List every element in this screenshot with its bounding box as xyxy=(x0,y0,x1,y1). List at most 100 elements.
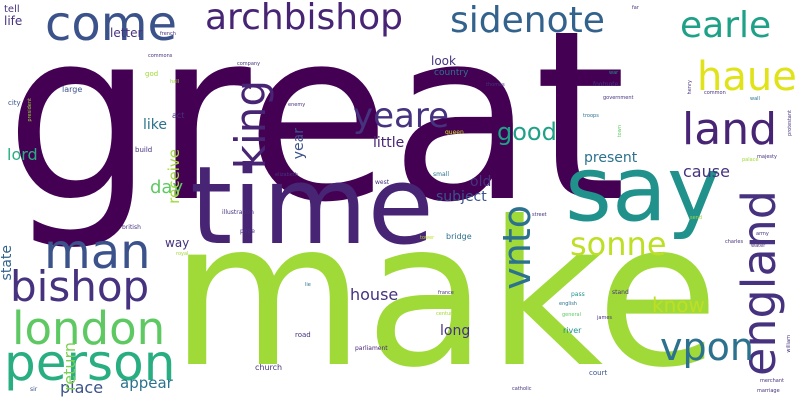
word-government: government xyxy=(603,95,634,101)
word-like: like xyxy=(143,117,168,133)
word-say: say xyxy=(565,137,721,242)
word-elizabeth: elizabeth xyxy=(275,172,298,178)
word-year: year xyxy=(291,128,307,160)
word-century: century xyxy=(436,311,456,317)
word-commons: commons xyxy=(148,53,173,59)
word-life: life xyxy=(4,14,23,28)
word-act: act xyxy=(172,111,185,120)
word-cause: cause xyxy=(683,162,730,181)
word-make: make xyxy=(170,179,720,400)
word-bishop: bishop xyxy=(10,262,150,311)
word-river: river xyxy=(563,326,582,335)
word-royal: royal xyxy=(176,251,189,257)
word-majesty: majesty xyxy=(757,154,777,160)
word-road: road xyxy=(295,331,311,339)
word-vnto: vnto xyxy=(495,205,539,290)
word-king: king xyxy=(226,80,275,170)
word-earle: earle xyxy=(680,5,772,46)
word-pass: pass xyxy=(571,291,585,298)
word-pope: pope xyxy=(240,228,255,235)
word-enemy: enemy xyxy=(288,102,306,108)
word-send: send xyxy=(690,215,703,221)
word-sidenote: sidenote xyxy=(450,0,605,41)
word-church: church xyxy=(255,363,283,372)
word-merchant: merchant xyxy=(760,378,785,384)
word-palace: palace xyxy=(742,157,759,163)
word-war: war xyxy=(609,70,619,76)
word-british: british xyxy=(122,224,141,231)
word-charles: charles xyxy=(725,239,744,245)
word-footnote: footnote xyxy=(593,81,619,88)
word-henry: henry xyxy=(687,80,693,95)
word-large: large xyxy=(62,85,83,94)
word-queen: queen xyxy=(445,129,464,136)
word-present: present xyxy=(584,150,638,166)
word-god: god xyxy=(145,70,159,78)
word-common: common xyxy=(704,90,726,96)
word-small: small xyxy=(433,171,449,178)
word-long: long xyxy=(440,323,471,339)
word-state: state xyxy=(0,245,15,281)
word-illustration: illustration xyxy=(222,209,254,216)
word-lord: lord xyxy=(7,145,38,164)
word-good: good xyxy=(497,118,557,146)
word-general: general xyxy=(562,312,582,318)
word-haue: haue xyxy=(697,54,797,100)
word-subject: subject xyxy=(436,189,487,205)
word-parliament: parliament xyxy=(355,345,388,352)
word-country: country xyxy=(434,68,469,78)
word-little: little xyxy=(373,135,405,151)
word-catholic: catholic xyxy=(512,386,532,392)
word-house: house xyxy=(350,285,399,304)
word-william: william xyxy=(786,335,792,353)
word-far: far xyxy=(632,5,639,11)
word-vpon: vpon xyxy=(660,325,754,369)
word-archbishop: archbishop xyxy=(205,0,403,38)
word-london: london xyxy=(12,302,166,355)
word-sonne: sonne xyxy=(570,225,667,263)
word-appear: appear xyxy=(120,374,173,392)
word-company: company xyxy=(237,61,261,67)
word-army: army xyxy=(756,231,769,237)
word-way: way xyxy=(165,236,190,250)
word-troops: troops xyxy=(583,113,599,119)
word-receive: receive xyxy=(165,149,183,204)
word-man: man xyxy=(44,224,151,280)
word-english: english xyxy=(559,301,577,307)
word-time: time xyxy=(190,144,435,269)
word-president: president xyxy=(27,98,33,122)
word-look: look xyxy=(431,54,456,68)
word-stand: stand xyxy=(612,289,629,296)
word-land: land xyxy=(682,104,778,155)
word-city: city xyxy=(8,99,21,107)
word-tower: tower xyxy=(420,235,435,241)
word-street: street xyxy=(532,212,547,218)
word-early: early xyxy=(260,284,273,290)
word-french: french xyxy=(160,31,176,37)
word-person: person xyxy=(4,334,176,392)
word-west: west xyxy=(375,179,390,186)
word-day: day xyxy=(150,177,184,198)
word-know: know xyxy=(652,293,705,317)
word-lie: lie xyxy=(305,282,311,288)
word-town: town xyxy=(617,125,623,138)
word-france: france xyxy=(438,290,454,296)
word-great: great xyxy=(5,0,627,254)
word-old: old xyxy=(470,174,492,190)
word-protestant: protestant xyxy=(787,110,793,136)
word-return: return xyxy=(60,342,79,391)
word-wall: wall xyxy=(750,96,760,102)
word-place: place xyxy=(60,378,104,397)
word-come: come xyxy=(45,0,178,52)
word-sir: sir xyxy=(30,386,38,393)
word-hall: hall xyxy=(170,79,180,85)
word-thomas: thomas xyxy=(486,82,505,88)
word-tell: tell xyxy=(4,4,20,15)
word-james: james xyxy=(597,315,613,321)
word-yeare: yeare xyxy=(353,96,450,136)
word-build: build xyxy=(135,146,153,154)
word-letter: letter xyxy=(110,26,143,40)
word-marriage: marriage xyxy=(757,388,780,394)
word-bridge: bridge xyxy=(446,232,472,241)
